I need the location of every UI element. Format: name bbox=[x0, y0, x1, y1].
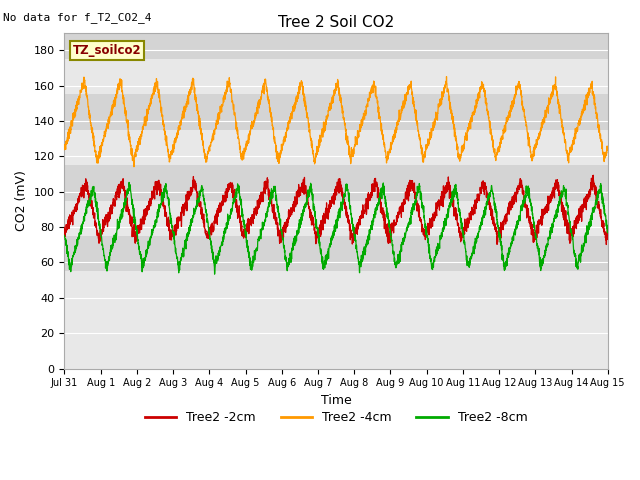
Legend: Tree2 -2cm, Tree2 -4cm, Tree2 -8cm: Tree2 -2cm, Tree2 -4cm, Tree2 -8cm bbox=[140, 407, 532, 430]
X-axis label: Time: Time bbox=[321, 394, 351, 407]
Text: TZ_soilco2: TZ_soilco2 bbox=[72, 44, 141, 57]
Bar bbox=[65, 95, 608, 130]
Bar bbox=[65, 24, 608, 59]
Bar bbox=[65, 236, 608, 271]
Y-axis label: CO2 (mV): CO2 (mV) bbox=[15, 170, 28, 231]
Title: Tree 2 Soil CO2: Tree 2 Soil CO2 bbox=[278, 15, 394, 30]
Bar bbox=[65, 165, 608, 201]
Text: No data for f_T2_CO2_4: No data for f_T2_CO2_4 bbox=[3, 12, 152, 23]
